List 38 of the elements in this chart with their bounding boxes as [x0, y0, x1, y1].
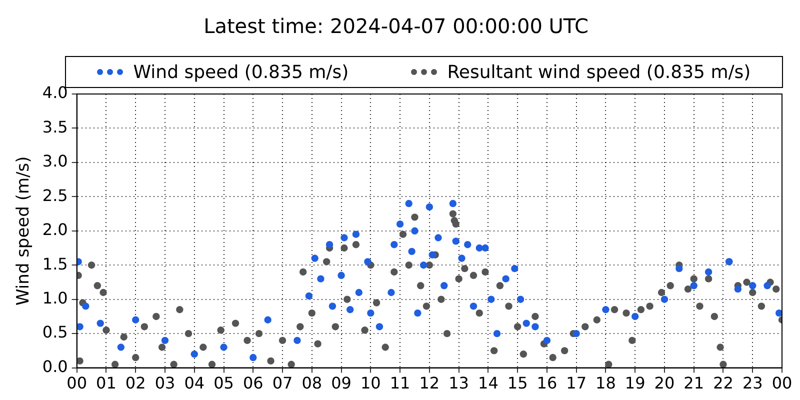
x-tick-label: 05 — [214, 374, 234, 393]
y-tick-label: 1.0 — [42, 288, 68, 308]
x-tick-label: 01 — [96, 374, 116, 393]
x-tick-label: 06 — [242, 374, 264, 393]
y-tick-label: 2.0 — [42, 220, 68, 240]
y-tick-label: 1.5 — [42, 254, 68, 274]
x-tick-label: 00 — [772, 374, 792, 393]
x-tick-label: 04 — [184, 374, 205, 393]
legend-label: Resultant wind speed (0.835 m/s) — [447, 62, 751, 82]
x-tick-label: 16 — [536, 374, 558, 393]
y-tick-label: 0.0 — [42, 356, 68, 376]
legend-label: Wind speed (0.835 m/s) — [133, 62, 349, 82]
y-tick-label: 2.5 — [42, 186, 68, 205]
x-tick-label: 15 — [507, 374, 528, 393]
x-tick-label: 10 — [360, 374, 381, 393]
y-tick-label: 3.5 — [42, 117, 68, 136]
x-tick-label: 20 — [654, 374, 675, 393]
chart-title: Latest time: 2024-04-07 00:00:00 UTC — [204, 14, 588, 38]
y-tick-label: 3.0 — [42, 152, 68, 171]
y-axis-title: Wind speed (m/s) — [14, 156, 34, 306]
x-tick-label: 19 — [624, 374, 646, 393]
y-tick-label: 4.0 — [42, 83, 68, 102]
x-tick-label: 09 — [331, 374, 352, 393]
x-tick-label: 08 — [302, 374, 322, 393]
x-tick-label: 11 — [390, 374, 410, 393]
x-tick-label: 21 — [684, 374, 704, 393]
x-tick-label: 22 — [713, 374, 734, 393]
x-tick-label: 00 — [66, 374, 88, 393]
y-tick-label: 0.5 — [42, 322, 68, 342]
x-tick-label: 18 — [596, 374, 616, 393]
x-tick-label: 03 — [154, 374, 176, 393]
x-tick-label: 13 — [448, 374, 469, 393]
x-tick-label: 07 — [272, 374, 293, 393]
x-tick-label: 17 — [566, 374, 587, 393]
x-tick-label: 14 — [478, 374, 498, 393]
x-tick-label: 12 — [419, 374, 440, 393]
x-tick-label: 02 — [125, 374, 146, 393]
x-tick-label: 23 — [742, 374, 763, 393]
